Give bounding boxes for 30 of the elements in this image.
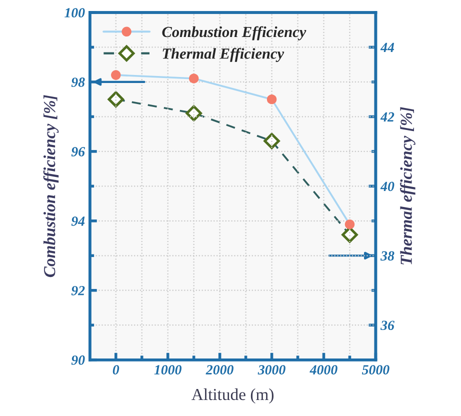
legend-label: Thermal Efficiency (162, 48, 284, 62)
y2-tick-label: 40 (380, 182, 394, 192)
x-tick-label: 3000 (258, 365, 286, 374)
x-tick-label: 2000 (206, 365, 234, 374)
x-axis-title: Altitude (m) (192, 388, 274, 404)
y-tick-label: 90 (71, 355, 85, 365)
point (188, 74, 199, 84)
x-tick-label: 0 (112, 365, 120, 374)
point (186, 105, 202, 122)
y-tick-label: 100 (64, 8, 85, 18)
y-tick-label: 96 (71, 147, 86, 156)
y-tick-label: 94 (71, 216, 85, 226)
point (342, 226, 358, 243)
point (108, 91, 124, 108)
y2-tick-label: 44 (380, 42, 394, 52)
x-tick-label: 1000 (154, 365, 182, 374)
y2-axis-title: Thermal efficiency [%] (400, 107, 416, 264)
x-tick-label: 4000 (310, 365, 338, 374)
y2-tick-label: 36 (380, 320, 394, 330)
point (264, 132, 280, 150)
point (344, 220, 355, 230)
point (266, 94, 277, 104)
y2-tick-label: 42 (380, 112, 394, 122)
x-tick-label: 5000 (362, 365, 390, 374)
y2-tick-label: 38 (380, 251, 394, 261)
y-tick-label: 98 (71, 78, 85, 87)
y-axis-title: Combustion efficiency [%] (43, 95, 59, 278)
point (111, 70, 121, 80)
legend-label: Combustion Efficiency (162, 26, 306, 40)
y-tick-label: 92 (71, 286, 85, 296)
